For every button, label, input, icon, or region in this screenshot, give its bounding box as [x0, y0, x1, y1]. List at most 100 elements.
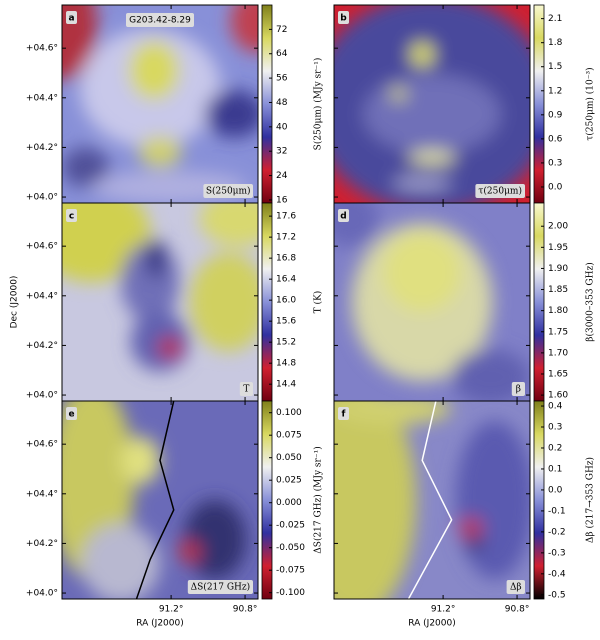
- colorbar-label: Δβ (217→353 GHz): [585, 457, 596, 543]
- colorbar-label: β(3000–353 GHz): [585, 262, 596, 341]
- map-blobs: [62, 5, 258, 203]
- map-blob: [230, 5, 258, 53]
- cb-tick-label: 1.70: [548, 348, 568, 358]
- letter-box: [338, 209, 349, 222]
- cb-tick-label: 32: [276, 147, 287, 157]
- cb-tick-label: 0.3: [548, 158, 562, 168]
- colorbar-label: ΔS(217 GHz) (MJy sr⁻¹): [313, 446, 324, 553]
- panel-image: [334, 5, 530, 203]
- map-blob: [392, 179, 452, 188]
- map-blob: [383, 232, 462, 312]
- y-tick-label: +04.0°: [26, 193, 58, 203]
- map-blob: [334, 401, 417, 599]
- colorbar-label: T (K): [313, 291, 324, 314]
- panel-caption: T: [243, 385, 249, 395]
- map-blob: [410, 42, 434, 67]
- cb-tick-label: 0.050: [276, 453, 302, 463]
- cb-tick-label: 72: [276, 25, 287, 35]
- cb-tick-label: -0.4: [548, 569, 566, 579]
- cb-tick-label: 16.4: [276, 275, 296, 285]
- map-blob: [455, 420, 530, 580]
- panel-caption: ΔS(217 GHz): [191, 582, 251, 593]
- cb-tick-label: 0.2: [548, 443, 562, 453]
- cb-tick-label: 1.5: [548, 62, 562, 72]
- x-tick-label: 91.2°: [431, 605, 456, 615]
- map-blobs: [334, 401, 530, 599]
- panel-letter: a: [68, 14, 74, 24]
- map-blob: [199, 203, 258, 247]
- cb-tick-label: 17.6: [276, 212, 296, 222]
- map-blobs: [334, 5, 530, 203]
- cb-tick-label: -0.075: [276, 566, 305, 576]
- cb-tick-label: 0.000: [276, 498, 302, 508]
- map-blob: [408, 151, 456, 164]
- cb-tick-label: 1.65: [548, 369, 568, 379]
- cb-tick-label: 1.95: [548, 243, 568, 253]
- caption-box: [475, 184, 525, 198]
- x-tick-label: 91.2°: [159, 605, 184, 615]
- cb-tick-label: 16.0: [276, 296, 296, 306]
- cb-tick-label: 15.2: [276, 338, 296, 348]
- y-tick-label: +04.4°: [26, 291, 58, 301]
- y-tick-label: +04.2°: [26, 341, 58, 351]
- y-tick-label: +04.6°: [26, 44, 58, 54]
- panel-caption: τ(250μm): [478, 186, 522, 197]
- map-blob: [459, 517, 483, 538]
- panel-image: [62, 5, 258, 203]
- panel-image: [62, 203, 258, 401]
- cb-tick-label: 1.90: [548, 264, 568, 274]
- contour-line: [407, 401, 453, 599]
- map-blob: [451, 349, 530, 401]
- cb-tick-label: 17.2: [276, 233, 296, 243]
- panel-caption: β: [516, 385, 521, 395]
- map-blob: [363, 74, 501, 154]
- map-blobs: [62, 203, 258, 372]
- y-tick-label: +04.2°: [26, 539, 58, 549]
- y-tick-label: +04.6°: [26, 440, 58, 450]
- letter-box: [66, 209, 77, 222]
- x-tick-label: 90.8°: [233, 605, 258, 615]
- panel-frame: [333, 400, 531, 600]
- caption-box: [506, 580, 525, 594]
- cb-tick-label: 0.9: [548, 110, 563, 120]
- panel-frame: [61, 400, 259, 600]
- caption-box: [203, 184, 253, 198]
- map-blob: [62, 147, 110, 188]
- colorbar: [261, 202, 273, 402]
- map-blob: [469, 537, 481, 550]
- cb-tick-label: 1.8: [548, 38, 563, 48]
- cb-tick-label: 48: [276, 98, 288, 108]
- y-tick-label: +04.0°: [26, 589, 58, 599]
- y-tick-label: +04.4°: [26, 93, 58, 103]
- map-blob: [183, 499, 247, 580]
- cb-tick-label: 56: [276, 74, 288, 84]
- panel-image: [334, 203, 530, 401]
- cb-tick-label: -0.025: [276, 521, 305, 531]
- colorbar-label: τ(250μm) (10⁻³): [585, 67, 596, 140]
- x-tick-label: 90.8°: [505, 605, 530, 615]
- cb-tick-label: 0.025: [276, 476, 302, 486]
- colorbar: [533, 400, 545, 600]
- cb-tick-label: 14.4: [276, 380, 296, 390]
- caption-box: [187, 580, 253, 594]
- cb-tick-label: 64: [276, 49, 288, 59]
- cb-tick-label: 0.0: [548, 485, 563, 495]
- cb-tick-label: 0.6: [548, 134, 563, 144]
- caption-box: [239, 382, 253, 396]
- cb-tick-label: 1.75: [548, 327, 568, 337]
- cb-tick-label: 40: [276, 122, 288, 132]
- map-blob: [128, 40, 180, 101]
- cb-tick-label: 16.8: [276, 254, 296, 264]
- cb-tick-label: -0.2: [548, 527, 566, 537]
- y-tick-label: +04.2°: [26, 143, 58, 153]
- colorbar: [261, 4, 273, 204]
- letter-box: [66, 407, 77, 420]
- cb-tick-label: -0.1: [548, 506, 566, 516]
- y-tick-label: +04.0°: [26, 391, 58, 401]
- map-blobs: [334, 203, 530, 401]
- cb-tick-label: -0.100: [276, 588, 305, 598]
- cb-tick-label: 0.075: [276, 431, 302, 441]
- map-blob: [158, 337, 182, 358]
- letter-box: [338, 407, 349, 420]
